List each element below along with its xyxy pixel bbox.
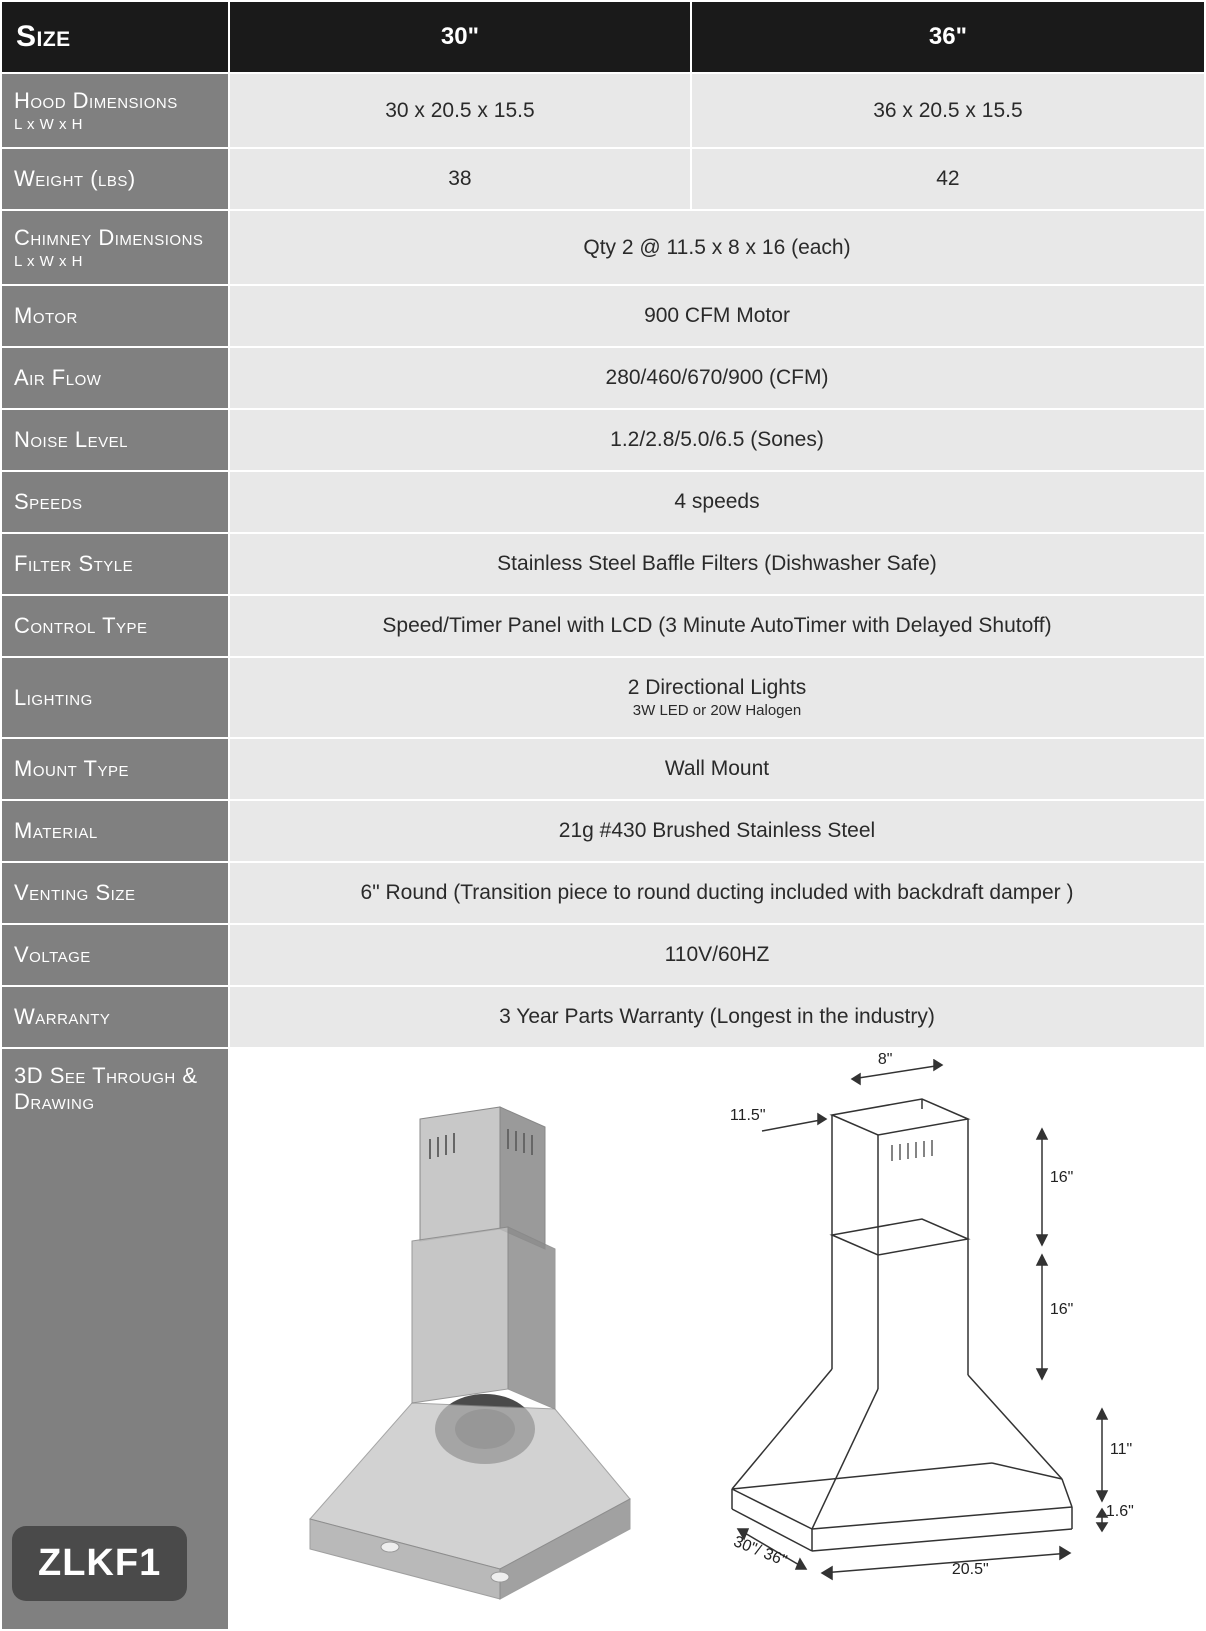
col-30-header: 30" [229,1,691,73]
value-venting: 6" Round (Transition piece to round duct… [229,862,1205,924]
row-voltage: Voltage 110V/60HZ [1,924,1205,986]
row-warranty: Warranty 3 Year Parts Warranty (Longest … [1,986,1205,1048]
row-noise: Noise Level 1.2/2.8/5.0/6.5 (Sones) [1,409,1205,471]
row-speeds: Speeds 4 speeds [1,471,1205,533]
label-filter: Filter Style [1,533,229,595]
label-venting: Venting Size [1,862,229,924]
label-voltage: Voltage [1,924,229,986]
drawing-3d [229,1048,691,1630]
dim-hood-h: 11" [1110,1441,1132,1459]
col-36-header: 36" [691,1,1205,73]
row-lighting: Lighting 2 Directional Lights 3W LED or … [1,657,1205,738]
dim-lower-h: 16" [1050,1301,1073,1319]
value-control: Speed/Timer Panel with LCD (3 Minute Aut… [229,595,1205,657]
value-voltage: 110V/60HZ [229,924,1205,986]
value-weight-30: 38 [229,148,691,210]
dim-top-depth: 8" [878,1051,893,1069]
size-header: Size [1,1,229,73]
label-mount: Mount Type [1,738,229,800]
label-control: Control Type [1,595,229,657]
value-airflow: 280/460/670/900 (CFM) [229,347,1205,409]
row-mount: Mount Type Wall Mount [1,738,1205,800]
row-material: Material 21g #430 Brushed Stainless Stee… [1,800,1205,862]
label-drawing: 3D See Through & Drawing ZLKF1 [1,1048,229,1630]
label-lighting: Lighting [1,657,229,738]
row-drawing: 3D See Through & Drawing ZLKF1 [1,1048,1205,1630]
value-filter: Stainless Steel Baffle Filters (Dishwash… [229,533,1205,595]
drawing-dimensions: 8" 11.5" 16" 16" 11" 1.6" 30"/ 36" 20.5" [691,1048,1205,1630]
model-badge: ZLKF1 [12,1526,187,1601]
dim-lip-h: 1.6" [1106,1503,1134,1521]
label-speeds: Speeds [1,471,229,533]
value-weight-36: 42 [691,148,1205,210]
value-hood-dim-30: 30 x 20.5 x 15.5 [229,73,691,148]
row-chimney: Chimney Dimensions L x W x H Qty 2 @ 11.… [1,210,1205,285]
dim-upper-h: 16" [1050,1169,1073,1187]
row-motor: Motor 900 CFM Motor [1,285,1205,347]
value-warranty: 3 Year Parts Warranty (Longest in the in… [229,986,1205,1048]
label-motor: Motor [1,285,229,347]
row-weight: Weight (lbs) 38 42 [1,148,1205,210]
dim-base-d: 20.5" [952,1561,989,1579]
value-noise: 1.2/2.8/5.0/6.5 (Sones) [229,409,1205,471]
value-lighting: 2 Directional Lights 3W LED or 20W Halog… [229,657,1205,738]
value-motor: 900 CFM Motor [229,285,1205,347]
label-chimney: Chimney Dimensions L x W x H [1,210,229,285]
value-mount: Wall Mount [229,738,1205,800]
value-material: 21g #430 Brushed Stainless Steel [229,800,1205,862]
value-hood-dim-36: 36 x 20.5 x 15.5 [691,73,1205,148]
dim-top-width: 11.5" [730,1107,766,1125]
label-noise: Noise Level [1,409,229,471]
hood-3d-svg [250,1099,670,1619]
value-chimney: Qty 2 @ 11.5 x 8 x 16 (each) [229,210,1205,285]
label-warranty: Warranty [1,986,229,1048]
spec-table: Size 30" 36" Hood Dimensions L x W x H 3… [0,0,1206,1631]
header-row: Size 30" 36" [1,1,1205,73]
label-material: Material [1,800,229,862]
label-airflow: Air Flow [1,347,229,409]
row-control: Control Type Speed/Timer Panel with LCD … [1,595,1205,657]
row-venting: Venting Size 6" Round (Transition piece … [1,862,1205,924]
row-hood-dimensions: Hood Dimensions L x W x H 30 x 20.5 x 15… [1,73,1205,148]
hood-dim-svg [702,1059,1172,1599]
row-airflow: Air Flow 280/460/670/900 (CFM) [1,347,1205,409]
label-hood-dimensions: Hood Dimensions L x W x H [1,73,229,148]
value-speeds: 4 speeds [229,471,1205,533]
row-filter: Filter Style Stainless Steel Baffle Filt… [1,533,1205,595]
label-weight: Weight (lbs) [1,148,229,210]
